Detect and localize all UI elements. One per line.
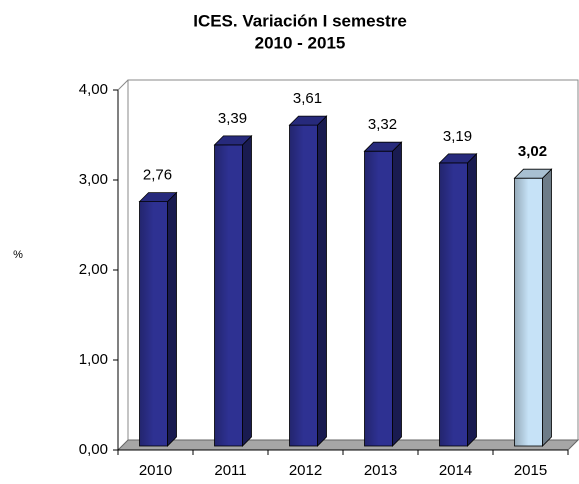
bar-side — [392, 141, 402, 447]
value-label: 3,19 — [443, 128, 472, 145]
y-tick-label: 1,00 — [79, 351, 108, 368]
bar-side — [542, 168, 552, 447]
value-label: 2,76 — [143, 167, 172, 184]
chart-title: ICES. Variación I semestre — [193, 11, 407, 30]
back-wall — [127, 79, 579, 441]
x-tick-label: 2013 — [364, 462, 397, 479]
value-label: 3,32 — [368, 116, 397, 133]
bar — [514, 177, 543, 447]
bar-top — [513, 168, 553, 179]
bar-side — [167, 191, 177, 447]
y-tick-label: 2,00 — [79, 261, 108, 278]
bar-top — [138, 192, 178, 203]
value-label: 3,39 — [218, 110, 247, 127]
axis-depth — [117, 79, 129, 91]
y-tick-label: 3,00 — [79, 171, 108, 188]
value-label: 3,02 — [518, 143, 547, 160]
x-tick-label: 2011 — [214, 462, 246, 479]
chart-title: 2010 - 2015 — [255, 33, 346, 52]
value-label: 3,61 — [293, 90, 322, 107]
x-tick-label: 2015 — [514, 462, 547, 479]
bar — [364, 150, 393, 447]
bar-top — [363, 141, 403, 152]
bar-side — [467, 152, 477, 447]
y-axis-label: % — [13, 249, 23, 261]
bar-top — [288, 115, 328, 126]
y-tick-label: 0,00 — [79, 441, 108, 458]
x-tick-label: 2014 — [439, 462, 472, 479]
bar — [139, 201, 168, 447]
y-tick-label: 4,00 — [79, 81, 108, 98]
floor — [116, 439, 579, 451]
bar — [214, 144, 243, 447]
x-tick-label: 2010 — [139, 462, 172, 479]
bar-top — [213, 135, 253, 146]
bar — [289, 124, 318, 447]
bar — [439, 162, 468, 447]
bar-top — [438, 153, 478, 164]
bar-side — [242, 134, 252, 447]
x-tick-label: 2012 — [289, 462, 322, 479]
bar-side — [317, 115, 327, 447]
